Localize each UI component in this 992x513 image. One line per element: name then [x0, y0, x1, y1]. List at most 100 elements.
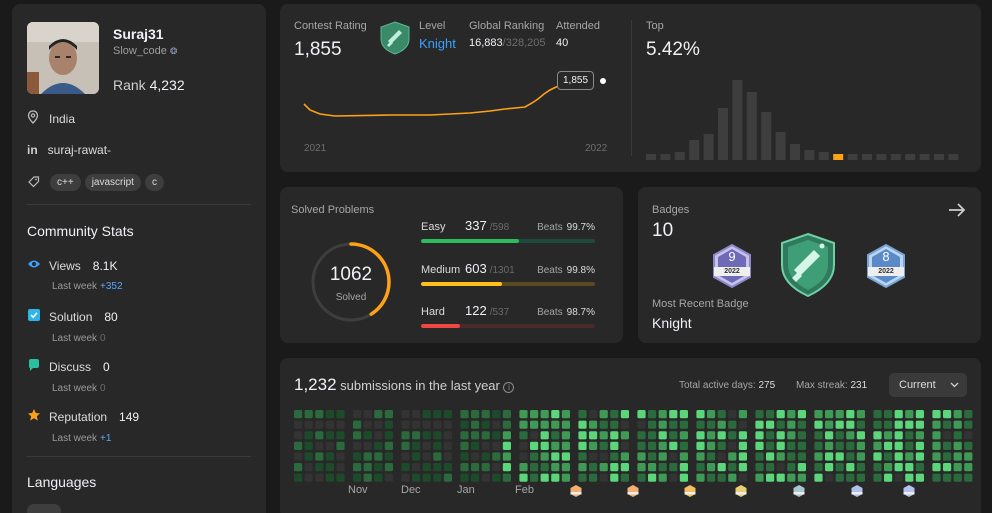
heatmap-cell[interactable] — [561, 452, 570, 461]
year-dropdown[interactable]: Current — [889, 373, 967, 397]
heatmap-cell[interactable] — [873, 452, 882, 461]
heatmap-cell[interactable] — [551, 452, 560, 461]
heatmap-cell[interactable] — [776, 463, 785, 472]
heatmap-cell[interactable] — [610, 473, 619, 482]
heatmap-cell[interactable] — [353, 473, 362, 482]
submission-heatmap[interactable] — [294, 410, 974, 482]
heatmap-cell[interactable] — [599, 431, 608, 440]
heatmap-cell[interactable] — [540, 463, 549, 472]
heatmap-cell[interactable] — [835, 463, 844, 472]
heatmap-cell[interactable] — [325, 452, 334, 461]
heatmap-cell[interactable] — [492, 452, 501, 461]
heatmap-cell[interactable] — [797, 431, 806, 440]
heatmap-cell[interactable] — [561, 410, 570, 419]
heatmap-cell[interactable] — [932, 441, 941, 450]
heatmap-cell[interactable] — [519, 473, 528, 482]
heatmap-cell[interactable] — [953, 463, 962, 472]
heatmap-cell[interactable] — [787, 420, 796, 429]
heatmap-cell[interactable] — [336, 420, 345, 429]
heatmap-cell[interactable] — [384, 473, 393, 482]
heatmap-cell[interactable] — [755, 473, 764, 482]
heatmap-cell[interactable] — [492, 441, 501, 450]
heatmap-cell[interactable] — [589, 441, 598, 450]
heatmap-cell[interactable] — [728, 452, 737, 461]
heatmap-cell[interactable] — [797, 410, 806, 419]
heatmap-cell[interactable] — [561, 441, 570, 450]
heatmap-cell[interactable] — [304, 441, 313, 450]
heatmap-cell[interactable] — [814, 420, 823, 429]
heatmap-cell[interactable] — [610, 452, 619, 461]
heatmap-cell[interactable] — [707, 473, 716, 482]
heatmap-cell[interactable] — [460, 441, 469, 450]
heatmap-cell[interactable] — [658, 463, 667, 472]
heatmap-cell[interactable] — [294, 410, 303, 419]
heatmap-cell[interactable] — [481, 431, 490, 440]
heatmap-cell[interactable] — [648, 420, 657, 429]
heatmap-cell[interactable] — [551, 473, 560, 482]
heatmap-cell[interactable] — [728, 463, 737, 472]
heatmap-cell[interactable] — [776, 420, 785, 429]
heatmap-cell[interactable] — [658, 410, 667, 419]
heatmap-cell[interactable] — [953, 473, 962, 482]
heatmap-cell[interactable] — [401, 473, 410, 482]
heatmap-cell[interactable] — [932, 431, 941, 440]
heatmap-cell[interactable] — [336, 473, 345, 482]
heatmap-cell[interactable] — [835, 452, 844, 461]
heatmap-cell[interactable] — [336, 410, 345, 419]
heatmap-cell[interactable] — [422, 441, 431, 450]
heatmap-cell[interactable] — [766, 463, 775, 472]
heatmap-cell[interactable] — [835, 431, 844, 440]
heatmap-cell[interactable] — [707, 452, 716, 461]
heatmap-cell[interactable] — [412, 431, 421, 440]
heatmap-cell[interactable] — [519, 431, 528, 440]
heatmap-cell[interactable] — [915, 452, 924, 461]
heatmap-cell[interactable] — [530, 431, 539, 440]
heatmap-cell[interactable] — [519, 441, 528, 450]
heatmap-cell[interactable] — [894, 431, 903, 440]
heatmap-cell[interactable] — [787, 441, 796, 450]
heatmap-cell[interactable] — [669, 463, 678, 472]
heatmap-cell[interactable] — [669, 420, 678, 429]
heatmap-cell[interactable] — [814, 463, 823, 472]
heatmap-cell[interactable] — [894, 473, 903, 482]
heatmap-cell[interactable] — [551, 463, 560, 472]
heatmap-cell[interactable] — [481, 410, 490, 419]
medal-icon[interactable] — [569, 484, 583, 503]
heatmap-cell[interactable] — [776, 410, 785, 419]
heatmap-cell[interactable] — [443, 441, 452, 450]
heatmap-cell[interactable] — [294, 452, 303, 461]
heatmap-cell[interactable] — [374, 410, 383, 419]
heatmap-cell[interactable] — [422, 420, 431, 429]
heatmap-cell[interactable] — [856, 441, 865, 450]
heatmap-cell[interactable] — [776, 473, 785, 482]
heatmap-cell[interactable] — [384, 452, 393, 461]
heatmap-cell[interactable] — [905, 431, 914, 440]
heatmap-cell[interactable] — [502, 463, 511, 472]
heatmap-cell[interactable] — [637, 420, 646, 429]
heatmap-cell[interactable] — [915, 420, 924, 429]
heatmap-cell[interactable] — [846, 431, 855, 440]
heatmap-cell[interactable] — [846, 452, 855, 461]
heatmap-cell[interactable] — [363, 473, 372, 482]
heatmap-cell[interactable] — [884, 463, 893, 472]
heatmap-cell[interactable] — [353, 410, 362, 419]
heatmap-cell[interactable] — [679, 441, 688, 450]
heatmap-cell[interactable] — [873, 441, 882, 450]
heatmap-cell[interactable] — [679, 431, 688, 440]
heatmap-cell[interactable] — [325, 431, 334, 440]
heatmap-cell[interactable] — [433, 473, 442, 482]
heatmap-cell[interactable] — [679, 410, 688, 419]
heatmap-cell[interactable] — [846, 463, 855, 472]
heatmap-cell[interactable] — [363, 452, 372, 461]
heatmap-cell[interactable] — [374, 463, 383, 472]
heatmap-cell[interactable] — [589, 420, 598, 429]
heatmap-cell[interactable] — [915, 463, 924, 472]
rating-distribution-histogram[interactable] — [646, 74, 966, 160]
heatmap-cell[interactable] — [905, 452, 914, 461]
heatmap-cell[interactable] — [460, 420, 469, 429]
heatmap-cell[interactable] — [471, 431, 480, 440]
heatmap-cell[interactable] — [363, 431, 372, 440]
heatmap-cell[interactable] — [884, 431, 893, 440]
heatmap-cell[interactable] — [315, 431, 324, 440]
heatmap-cell[interactable] — [755, 420, 764, 429]
